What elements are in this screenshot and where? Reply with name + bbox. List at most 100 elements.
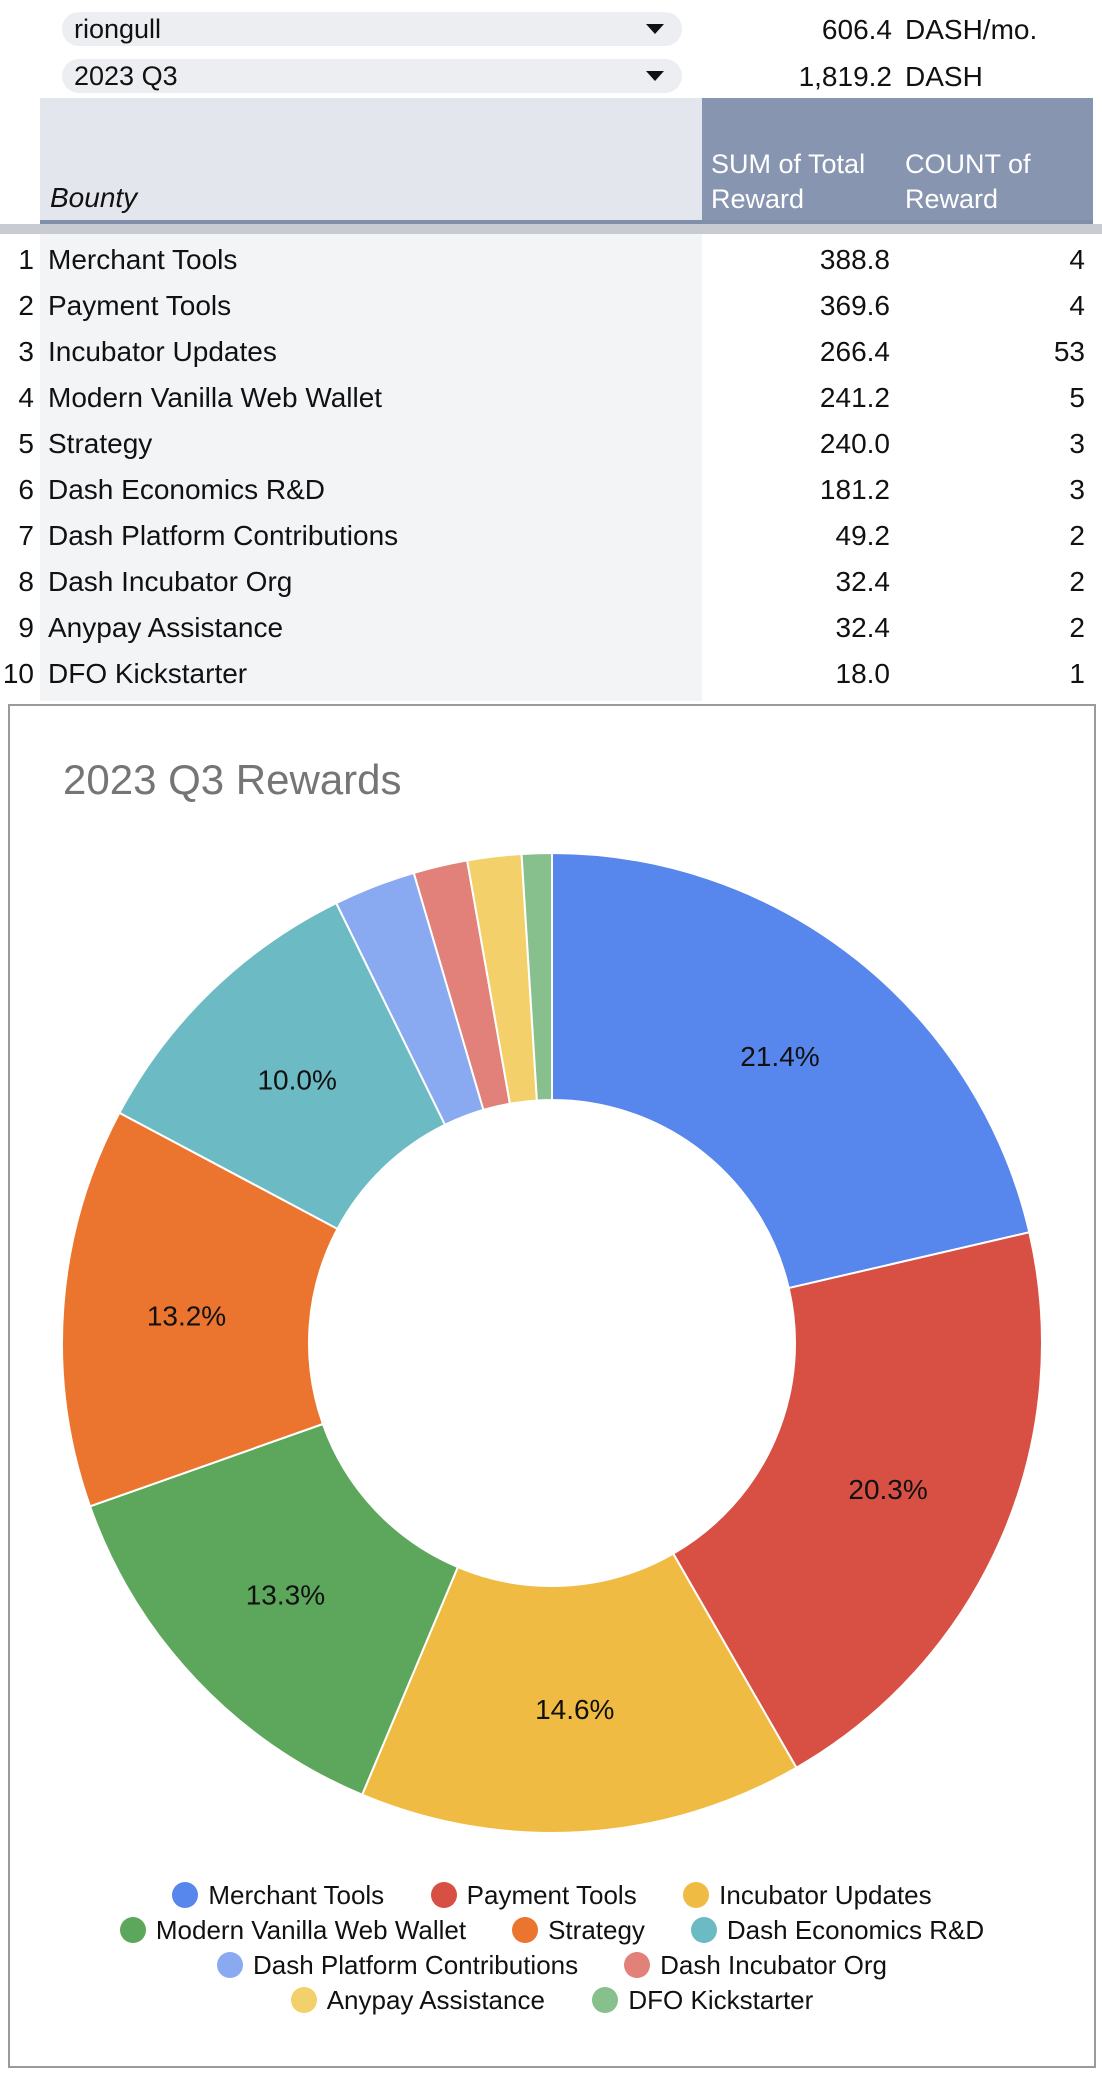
header-divider xyxy=(40,220,1093,224)
bounty-name: Anypay Assistance xyxy=(48,612,284,643)
donut-slice[interactable] xyxy=(61,1111,339,1508)
monthly-unit: DASH/mo. xyxy=(905,14,1038,45)
row-number: 5 xyxy=(18,428,34,459)
legend-swatch xyxy=(690,1917,717,1943)
reward-sum: 32.4 xyxy=(835,612,891,643)
reward-sum: 240.0 xyxy=(819,428,890,459)
donut-slice[interactable] xyxy=(671,1231,1043,1770)
legend-label: Incubator Updates xyxy=(719,1880,932,1910)
reward-count: 3 xyxy=(1069,428,1085,459)
reward-sum: 32.4 xyxy=(835,566,891,597)
user-filter-dropdown[interactable]: riongull xyxy=(62,12,682,46)
pivot-header-values-cell xyxy=(702,98,1093,221)
table-row[interactable]: 9 Anypay Assistance 32.4 2 xyxy=(0,606,1102,652)
col-header-count: COUNT of Reward xyxy=(905,149,1031,214)
slice-percent-label: 13.2% xyxy=(147,1301,226,1332)
legend-swatch xyxy=(290,1987,317,2013)
bounty-name: Strategy xyxy=(48,428,153,459)
reward-count: 4 xyxy=(1069,290,1085,321)
legend-label: Payment Tools xyxy=(466,1880,637,1910)
chart-frame[interactable] xyxy=(8,704,1096,2068)
period-filter-dropdown[interactable]: 2023 Q3 xyxy=(62,59,682,93)
legend-label: Merchant Tools xyxy=(208,1880,385,1910)
row-number: 2 xyxy=(18,290,34,321)
legend-swatch xyxy=(683,1882,710,1908)
reward-count: 3 xyxy=(1069,474,1085,505)
table-row[interactable]: 1 Merchant Tools 388.8 4 xyxy=(0,238,1102,284)
bounty-name: Modern Vanilla Web Wallet xyxy=(48,382,383,413)
chart-title: 2023 Q3 Rewards xyxy=(63,756,402,803)
bounty-name: DFO Kickstarter xyxy=(48,658,248,689)
table-row[interactable]: 8 Dash Incubator Org 32.4 2 xyxy=(0,560,1102,606)
donut-slice[interactable] xyxy=(551,851,1031,1290)
legend-swatch xyxy=(512,1917,539,1943)
row-number: 4 xyxy=(18,382,34,413)
legend-swatch xyxy=(624,1952,651,1978)
reward-count: 2 xyxy=(1069,612,1085,643)
table-row[interactable]: 2 Payment Tools 369.6 4 xyxy=(0,284,1102,330)
row-number: 6 xyxy=(18,474,34,505)
reward-count: 1 xyxy=(1069,658,1085,689)
legend-label: Anypay Assistance xyxy=(326,1985,545,2015)
table-row[interactable]: 3 Incubator Updates 266.4 53 xyxy=(0,330,1102,376)
row-number: 8 xyxy=(18,566,34,597)
legend-label: DFO Kickstarter xyxy=(628,1985,814,2015)
frozen-row-bar[interactable] xyxy=(0,224,1102,234)
donut-slice[interactable] xyxy=(360,1552,798,1834)
chevron-down-icon xyxy=(646,71,664,81)
reward-sum: 241.2 xyxy=(819,382,890,413)
period-filter-value: 2023 Q3 xyxy=(74,61,178,91)
row-number: 3 xyxy=(18,336,34,367)
reward-count: 4 xyxy=(1069,244,1085,275)
legend-label: Strategy xyxy=(548,1915,645,1945)
table-row[interactable]: 6 Dash Economics R&D 181.2 3 xyxy=(0,468,1102,514)
legend-label: Modern Vanilla Web Wallet xyxy=(155,1915,467,1945)
reward-sum: 49.2 xyxy=(835,520,891,551)
bounty-name: Dash Economics R&D xyxy=(48,474,325,505)
bounty-name: Payment Tools xyxy=(48,290,232,321)
pivot-header-row-label-cell xyxy=(40,98,702,221)
table-row[interactable]: 7 Dash Platform Contributions 49.2 2 xyxy=(0,514,1102,560)
bounty-name: Merchant Tools xyxy=(48,244,238,275)
chevron-down-icon xyxy=(646,24,664,34)
legend-label: Dash Platform Contributions xyxy=(252,1950,579,1980)
bounty-name: Dash Platform Contributions xyxy=(48,520,399,551)
slice-percent-label: 14.6% xyxy=(535,1694,614,1725)
reward-sum: 266.4 xyxy=(819,336,890,367)
table-row[interactable]: 4 Modern Vanilla Web Wallet 241.2 5 xyxy=(0,376,1102,422)
bounty-name: Incubator Updates xyxy=(48,336,277,367)
reward-count: 2 xyxy=(1069,520,1085,551)
user-filter-value: riongull xyxy=(74,14,162,44)
legend-swatch xyxy=(172,1882,199,1908)
table-row[interactable]: 5 Strategy 240.0 3 xyxy=(0,422,1102,468)
donut-slice[interactable] xyxy=(88,1422,460,1797)
legend-label: Dash Incubator Org xyxy=(660,1950,887,1980)
legend-swatch xyxy=(430,1882,457,1908)
row-number: 10 xyxy=(2,658,34,689)
slice-percent-label: 10.0% xyxy=(257,1065,336,1096)
table-row[interactable]: 10 DFO Kickstarter 18.0 1 xyxy=(0,652,1102,698)
legend-swatch xyxy=(216,1952,243,1978)
reward-count: 5 xyxy=(1069,382,1085,413)
slice-percent-label: 21.4% xyxy=(740,1041,819,1072)
bounty-name: Dash Incubator Org xyxy=(48,566,293,597)
legend-swatch xyxy=(119,1917,146,1943)
donut-slice[interactable] xyxy=(118,901,447,1231)
reward-sum: 181.2 xyxy=(819,474,890,505)
col-header-sum: SUM of Total Reward xyxy=(711,149,866,214)
reward-count: 2 xyxy=(1069,566,1085,597)
legend-label: Dash Economics R&D xyxy=(726,1915,985,1945)
row-number: 1 xyxy=(18,244,34,275)
row-number: 7 xyxy=(18,520,34,551)
total-value: 1,819.2 xyxy=(798,61,892,92)
total-unit: DASH xyxy=(905,61,983,92)
slice-percent-label: 20.3% xyxy=(848,1474,927,1505)
donut-slice[interactable] xyxy=(520,851,553,1102)
reward-sum: 369.6 xyxy=(819,290,890,321)
row-label-column-bg xyxy=(40,234,702,701)
row-number: 9 xyxy=(18,612,34,643)
monthly-value: 606.4 xyxy=(821,14,892,45)
reward-sum: 388.8 xyxy=(819,244,890,275)
reward-count: 53 xyxy=(1053,336,1085,367)
